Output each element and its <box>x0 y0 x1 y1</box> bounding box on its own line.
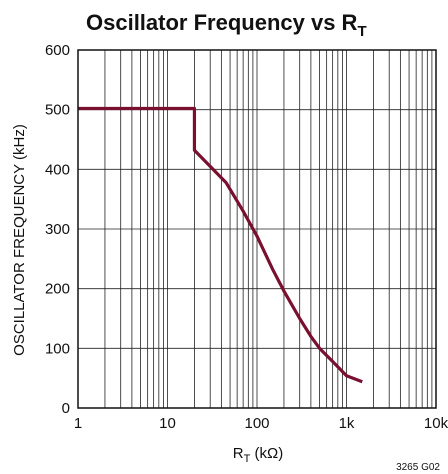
x-axis-label: RT (kΩ) <box>233 445 283 465</box>
x-tick-label: 1k <box>339 415 355 432</box>
y-tick-labels: 0 100 200 300 400 500 600 <box>45 42 70 417</box>
x-tick-label: 10 <box>159 415 176 432</box>
x-tick-label: 10k <box>424 415 448 432</box>
grid <box>78 50 436 408</box>
y-tick-label: 100 <box>45 340 70 357</box>
frequency-curve <box>78 106 363 384</box>
y-tick-label: 300 <box>45 221 70 238</box>
y-axis-label: OSCILLATOR FREQUENCY (kHz) <box>11 124 28 356</box>
figure-code: 3265 G02 <box>396 462 440 473</box>
x-tick-label: 1 <box>74 415 82 432</box>
x-tick-label: 100 <box>244 415 269 432</box>
y-tick-label: 200 <box>45 281 70 298</box>
chart-title: Oscillator Frequency vs RT <box>86 10 367 40</box>
y-tick-label: 400 <box>45 161 70 178</box>
plot-frame <box>77 49 437 409</box>
series-group <box>78 106 363 384</box>
y-tick-label: 0 <box>62 400 70 417</box>
y-tick-label: 600 <box>45 42 70 59</box>
y-tick-label: 500 <box>45 102 70 119</box>
x-tick-labels: 1 10 100 1k 10k <box>74 415 448 432</box>
